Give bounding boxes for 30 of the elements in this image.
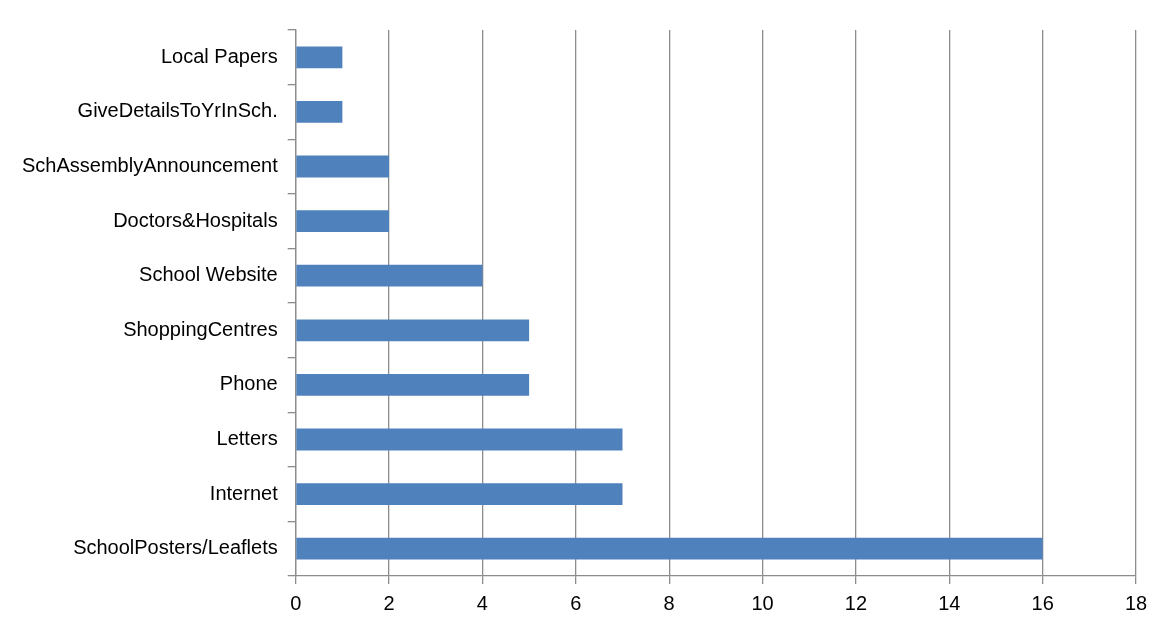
x-tick-label: 2 xyxy=(383,591,395,614)
x-tick-label: 12 xyxy=(844,591,868,614)
bar xyxy=(296,100,343,123)
x-tick-label: 4 xyxy=(476,591,488,614)
x-tick-label: 8 xyxy=(663,591,675,614)
bar xyxy=(296,373,530,396)
bar xyxy=(296,319,530,342)
y-tick-label: Local Papers xyxy=(160,44,278,67)
bar xyxy=(296,264,483,287)
x-tick-label: 16 xyxy=(1031,591,1054,614)
x-tick-label: 6 xyxy=(570,591,582,614)
y-tick-label: ShoppingCentres xyxy=(123,317,278,340)
bar xyxy=(296,210,390,233)
y-tick-label: Phone xyxy=(219,372,278,395)
y-tick-label: SchoolPosters/Leaflets xyxy=(73,536,278,559)
x-tick-label: 0 xyxy=(290,591,302,614)
y-tick-label: SchAssemblyAnnouncement xyxy=(21,154,279,177)
y-tick-label: GiveDetailsToYrInSch. xyxy=(77,99,278,122)
x-tick-label: 14 xyxy=(938,591,961,614)
bar xyxy=(296,537,1043,560)
bar xyxy=(296,483,623,506)
y-tick-label: Doctors&Hospitals xyxy=(113,208,278,231)
bar xyxy=(296,46,343,69)
y-tick-label: School Website xyxy=(139,263,278,286)
bar xyxy=(296,155,390,178)
x-tick-label: 18 xyxy=(1124,591,1148,614)
y-tick-label: Letters xyxy=(216,427,278,450)
bar xyxy=(296,428,623,451)
y-tick-label: Internet xyxy=(209,481,279,504)
x-tick-label: 10 xyxy=(751,591,774,614)
